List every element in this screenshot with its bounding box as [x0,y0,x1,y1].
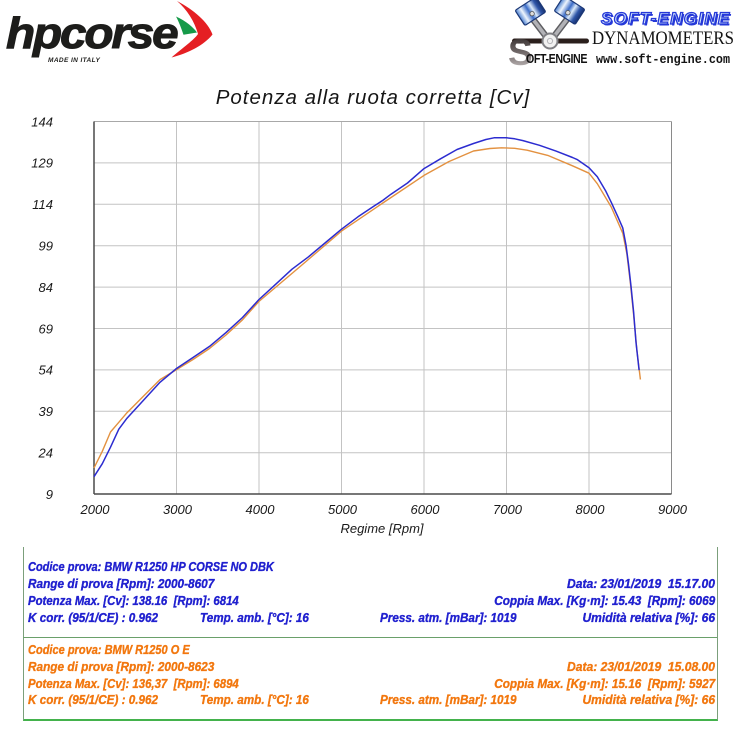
svg-text:8000: 8000 [576,502,606,517]
svg-text:5000: 5000 [328,502,358,517]
svg-text:9000: 9000 [658,502,688,517]
svg-text:3000: 3000 [163,502,193,517]
svg-text:84: 84 [39,280,53,295]
svg-text:9: 9 [46,487,53,502]
svg-text:99: 99 [39,239,53,254]
svg-text:129: 129 [31,156,53,171]
svg-text:4000: 4000 [246,502,276,517]
svg-text:114: 114 [32,197,53,212]
svg-text:24: 24 [38,446,53,461]
svg-text:6000: 6000 [411,502,441,517]
svg-text:144: 144 [31,114,53,129]
svg-text:69: 69 [39,321,53,336]
svg-text:S: S [508,32,533,72]
svg-text:2000: 2000 [80,502,111,517]
svg-text:Regime [Rpm]: Regime [Rpm] [340,521,423,536]
svg-text:7000: 7000 [493,502,523,517]
svg-text:Potenza alla ruota corretta [C: Potenza alla ruota corretta [Cv] [216,86,531,109]
svg-text:39: 39 [39,404,53,419]
svg-text:54: 54 [39,363,53,378]
